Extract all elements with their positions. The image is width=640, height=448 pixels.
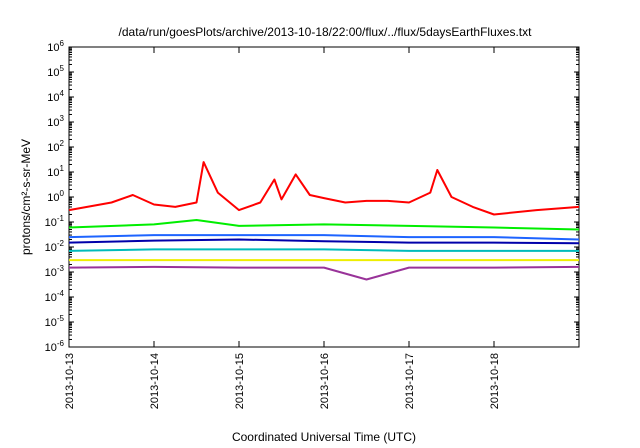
series-line: [68, 265, 580, 281]
series-line: [68, 248, 579, 252]
y-tick-label: 103: [47, 114, 64, 129]
plot-area: [68, 46, 580, 348]
x-axis-label: Coordinated Universal Time (UTC): [232, 430, 416, 444]
y-tick-label: 101: [47, 164, 64, 179]
y-tick-label: 10-5: [45, 314, 65, 329]
x-tick-label: 2013-10-14: [149, 353, 161, 409]
y-tick-label: 102: [47, 139, 64, 154]
y-tick-label: 10-2: [45, 239, 65, 254]
plot-frame: [68, 46, 580, 348]
y-tick-label: 106: [47, 39, 64, 54]
x-tick-label: 2013-10-17: [404, 353, 416, 409]
series-group: [68, 161, 580, 281]
y-axis: 10-6 10-5 10-4 10-3 10-2 10-1 100 101 102 103 104 1…: [45, 39, 579, 354]
series-line: [68, 161, 580, 216]
series-line: [68, 238, 580, 245]
y-tick-label: 10-1: [45, 214, 65, 229]
series-line: [68, 219, 580, 231]
x-tick-label: 2013-10-15: [234, 353, 246, 409]
chart-title: /data/run/goesPlots/archive/2013-10-18/2…: [119, 25, 533, 39]
y-tick-label: 10-6: [45, 339, 65, 354]
y-tick-label: 10-3: [45, 264, 65, 279]
x-tick-label: 2013-10-13: [64, 353, 76, 409]
x-axis: 2013-10-13 2013-10-14 2013-10-15 2013-10-16…: [64, 47, 580, 409]
x-tick-label: 2013-10-16: [319, 353, 331, 409]
series-line: [68, 234, 580, 241]
y-axis-label: protons/cm²-s-sr-MeV: [19, 139, 33, 255]
y-tick-label: 10-4: [45, 289, 65, 304]
y-tick-label: 105: [47, 64, 64, 79]
x-tick-label: 2013-10-18: [489, 353, 501, 409]
y-tick-label: 104: [47, 89, 64, 104]
y-tick-label: 100: [47, 189, 64, 204]
